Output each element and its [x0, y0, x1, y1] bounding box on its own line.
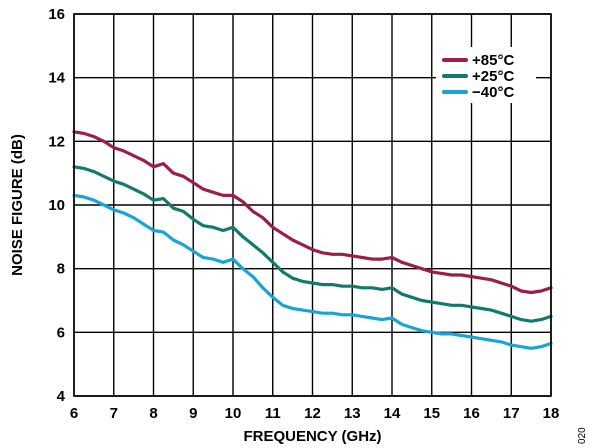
series-line-0 [72, 130, 553, 295]
x-tick-label: 15 [423, 405, 440, 422]
y-axis-label: NOISE FIGURE (dB) [9, 134, 26, 276]
legend: +85°C+25°C−40°C [436, 47, 536, 103]
series-line-2 [72, 193, 553, 350]
x-tick-label: 8 [149, 405, 157, 422]
x-tick-label: 16 [463, 405, 480, 422]
y-tick-label: 10 [48, 197, 65, 214]
figure-code: 020 [577, 427, 588, 444]
series-lines [72, 130, 553, 350]
x-tick-label: 11 [265, 405, 281, 422]
legend-label-2: −40°C [472, 84, 514, 101]
y-tick-labels: 4 6 8 10 12 14 16 [48, 6, 65, 405]
x-tick-label: 14 [384, 405, 401, 422]
x-tick-label: 13 [344, 405, 361, 422]
x-tick-labels: 6 7 8 9 10 11 12 13 14 15 16 17 18 [70, 405, 560, 422]
x-tick-label: 10 [225, 405, 242, 422]
series-line-1 [72, 165, 553, 323]
legend-label-1: +25°C [472, 68, 514, 85]
x-tick-label: 12 [304, 405, 321, 422]
y-tick-label: 6 [57, 324, 65, 341]
x-axis-label: FREQUENCY (GHz) [243, 428, 381, 445]
x-tick-label: 18 [543, 405, 560, 422]
y-tick-label: 12 [48, 133, 65, 150]
x-tick-label: 7 [110, 405, 118, 422]
y-tick-label: 4 [57, 388, 66, 405]
y-tick-label: 14 [48, 70, 65, 87]
legend-label-0: +85°C [472, 52, 514, 69]
x-tick-label: 6 [70, 405, 78, 422]
x-tick-label: 17 [503, 405, 520, 422]
y-tick-label: 8 [57, 261, 65, 278]
y-tick-label: 16 [48, 6, 65, 23]
plot-frame [73, 13, 552, 397]
x-tick-label: 9 [189, 405, 197, 422]
